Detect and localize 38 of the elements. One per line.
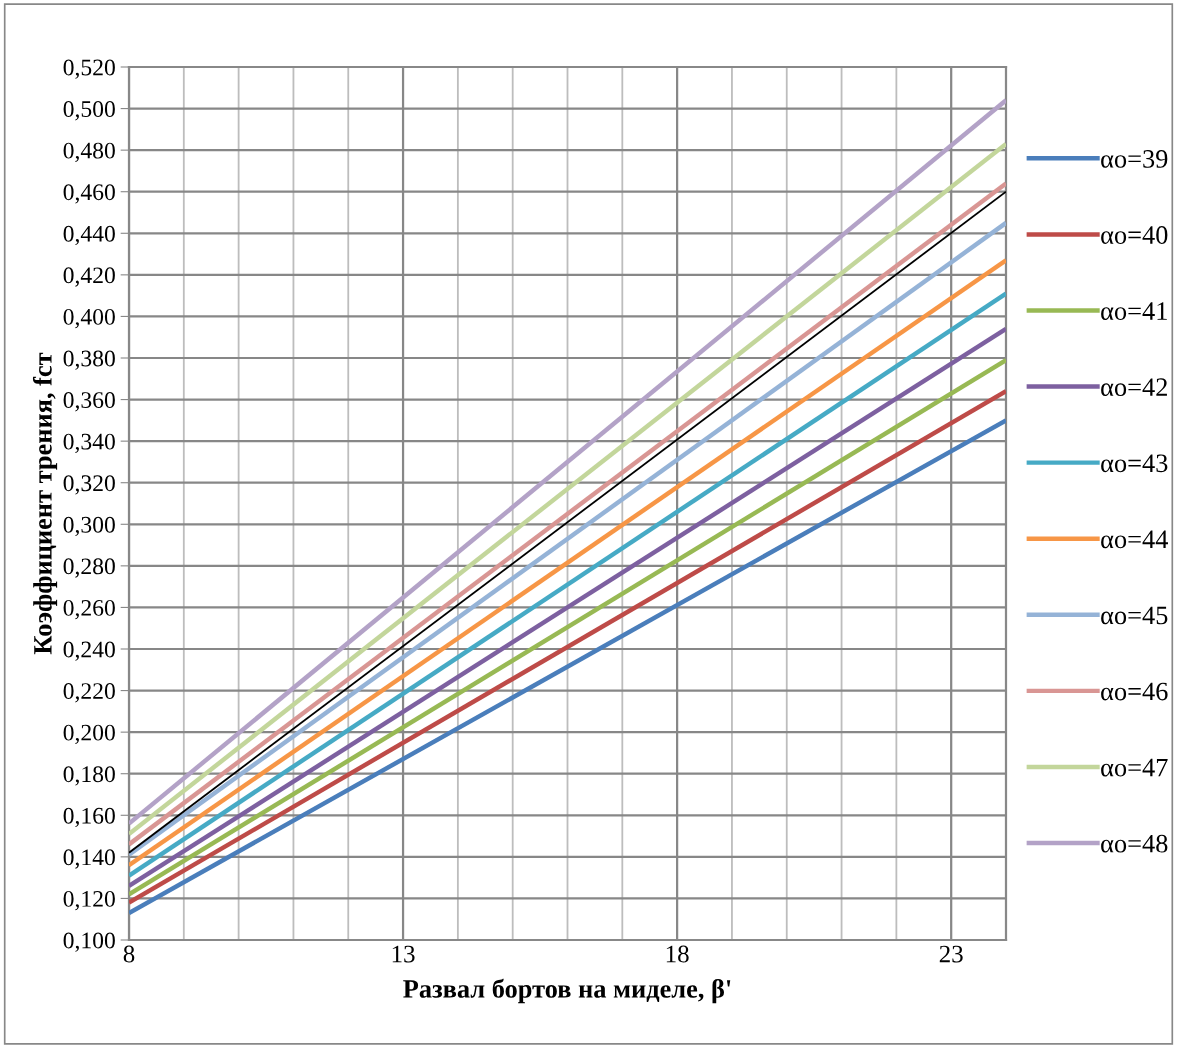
y-tick-label: 0,300 xyxy=(63,516,115,537)
y-axis-title: Коэффициент трения, fст xyxy=(32,352,58,655)
x-tick-label: 13 xyxy=(392,945,415,963)
legend-label: αо=45 xyxy=(1101,606,1168,625)
y-tick-label: 0,100 xyxy=(63,932,115,952)
y-tick-label: 0,180 xyxy=(63,766,115,786)
y-tick-label: 0,340 xyxy=(63,433,115,453)
x-tick-label: 23 xyxy=(939,945,963,963)
y-tick-label: 0,140 xyxy=(63,849,115,869)
y-tick-label: 0,460 xyxy=(63,184,115,204)
y-tick-label: 0,160 xyxy=(63,807,115,828)
y-tick-label: 0,480 xyxy=(63,142,115,162)
y-tick-label: 0,420 xyxy=(63,267,115,287)
y-tick-label: 0,200 xyxy=(63,724,115,744)
x-tick-label: 18 xyxy=(666,945,689,963)
legend-label: αо=46 xyxy=(1101,682,1168,701)
legend-label: αо=43 xyxy=(1101,454,1168,473)
y-tick-label: 0,380 xyxy=(63,350,115,370)
y-tick-label: 0,520 xyxy=(63,59,115,79)
legend-label: αо=47 xyxy=(1101,758,1168,777)
legend-label: αо=44 xyxy=(1101,530,1168,549)
legend-label: αо=39 xyxy=(1101,150,1168,168)
y-tick-label: 0,320 xyxy=(63,475,115,495)
y-tick-label: 0,260 xyxy=(63,599,115,620)
x-axis-title: Развал бортов на миделе, β' xyxy=(403,978,731,1004)
legend-label: αо=41 xyxy=(1101,302,1167,320)
legend-label: αо=40 xyxy=(1101,226,1168,244)
y-tick-label: 0,440 xyxy=(63,225,115,246)
y-tick-label: 0,120 xyxy=(63,890,115,911)
legend-label: αо=42 xyxy=(1101,378,1167,397)
y-tick-label: 0,360 xyxy=(63,392,115,412)
y-tick-label: 0,500 xyxy=(63,101,115,121)
legend-label: αо=48 xyxy=(1101,834,1168,853)
y-tick-label: 0,240 xyxy=(63,641,115,661)
x-tick-label: 8 xyxy=(123,945,135,963)
y-tick-label: 0,220 xyxy=(63,683,115,703)
y-tick-label: 0,400 xyxy=(63,308,115,329)
y-tick-label: 0,280 xyxy=(63,558,115,578)
